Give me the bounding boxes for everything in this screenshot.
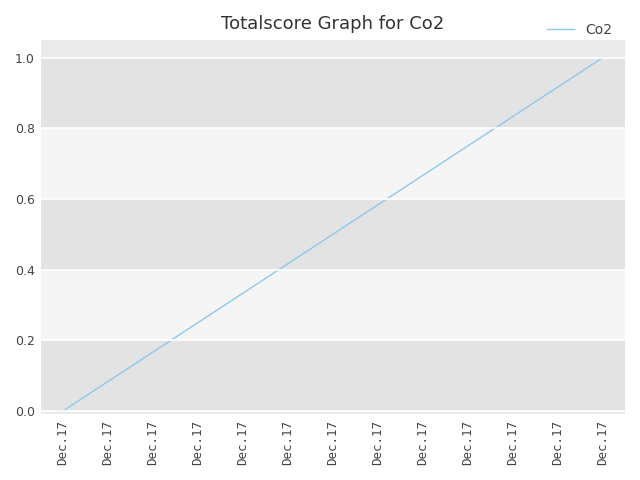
Bar [40, 58, 625, 128]
Co2 [548, 88, 556, 94]
Title: Totalscore Graph for Co2: Totalscore Graph for Co2 [221, 15, 444, 33]
Bar [40, 270, 625, 340]
Co2 [61, 407, 68, 413]
Legend: Co2: Co2 [541, 17, 618, 42]
Co2 [514, 110, 522, 116]
Line: Co2: Co2 [63, 58, 602, 411]
Co2 [389, 192, 397, 198]
Bar [40, 340, 625, 411]
Co2 [380, 198, 388, 204]
Bar [40, 199, 625, 270]
Co2 [598, 55, 606, 60]
Co2 [378, 199, 386, 205]
Bar [40, 128, 625, 199]
Co2 [59, 408, 67, 414]
